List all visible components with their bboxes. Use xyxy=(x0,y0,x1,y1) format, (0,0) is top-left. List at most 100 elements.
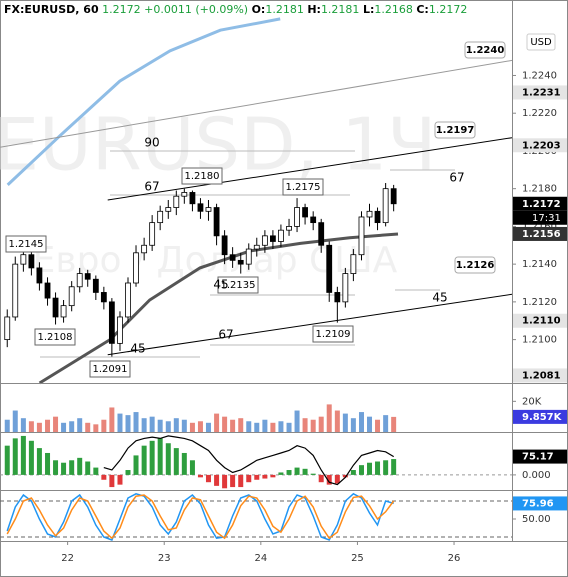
candle-body xyxy=(229,254,236,261)
volume-bar xyxy=(181,419,187,432)
y-tick-label: 1.2140 xyxy=(522,259,557,270)
callout-box xyxy=(464,41,506,59)
volume-bar xyxy=(254,422,260,432)
volume-bar xyxy=(93,424,99,432)
volume-bar xyxy=(45,419,51,432)
volume-bar xyxy=(133,412,139,432)
histogram-bar xyxy=(230,474,236,488)
histogram-bar xyxy=(310,473,316,475)
price-badge-label: 1.2110 xyxy=(522,316,561,327)
price-badge xyxy=(513,368,567,383)
volume-bar xyxy=(69,421,75,432)
trend-line xyxy=(107,293,513,356)
callout-box xyxy=(434,121,476,139)
candle-body xyxy=(205,207,212,212)
histogram-bar xyxy=(342,474,348,478)
histogram-bar xyxy=(149,440,155,475)
histogram-bar xyxy=(117,474,123,485)
candle-body xyxy=(92,278,99,293)
candle-body xyxy=(173,195,180,208)
histogram-bar xyxy=(69,460,75,475)
y-tick-label: 50.00 xyxy=(522,514,551,525)
candle-body xyxy=(334,292,341,303)
histogram-bar xyxy=(238,474,244,488)
volume-bar xyxy=(189,422,195,432)
o-value: 1.2181 xyxy=(265,3,304,16)
price-badge-label: 1.2203 xyxy=(522,140,561,151)
volume-bar xyxy=(383,415,389,432)
y-tick-label: 20K xyxy=(522,396,542,407)
histogram-bar xyxy=(173,448,179,475)
candle-body xyxy=(165,207,172,212)
histogram-bar xyxy=(367,462,373,475)
candle-body xyxy=(44,282,51,299)
histogram-bar xyxy=(125,470,131,475)
candle-body xyxy=(294,207,300,227)
histogram-bar xyxy=(61,462,67,475)
price-badge xyxy=(513,138,567,153)
histogram-bar xyxy=(334,474,340,484)
candle-body xyxy=(76,273,83,288)
candle-body xyxy=(60,305,67,318)
histogram-bar xyxy=(262,474,268,479)
histogram-bar xyxy=(141,445,147,475)
callout-label: 1.2109 xyxy=(316,329,351,340)
candle-body xyxy=(189,192,196,205)
histogram-bar xyxy=(28,440,34,475)
callout-box xyxy=(454,256,496,274)
candle-body xyxy=(197,203,204,212)
price-axis: 1.22401.22201.22001.21801.21601.21401.21… xyxy=(512,70,567,525)
level-label: 45 xyxy=(213,278,228,292)
plot-area: 1.2240 1.2197 1.2126 1.2180 1.2175 1.2145 1.21… xyxy=(0,17,513,541)
level-label: 67 xyxy=(449,171,464,185)
y-tick-label: 1.2120 xyxy=(522,297,557,308)
volume-bar xyxy=(334,410,340,432)
oscillator-line xyxy=(6,494,395,540)
y-tick-label: 1.2180 xyxy=(522,184,557,195)
histogram-bar xyxy=(45,452,51,475)
candle-body xyxy=(358,216,365,256)
price-badge-label: 1.2172 xyxy=(522,199,561,210)
y-tick-label: 1.2220 xyxy=(522,108,557,119)
currency-button[interactable] xyxy=(526,33,556,51)
volume-bar xyxy=(367,416,373,432)
change: +0.0011 (+0.09%) xyxy=(144,3,249,16)
countdown-label: 17:31 xyxy=(532,213,561,224)
candle-body xyxy=(100,292,107,303)
histogram-bar xyxy=(214,474,220,486)
candle-body xyxy=(366,210,373,218)
candle-body xyxy=(84,273,91,280)
price-badge xyxy=(513,85,567,100)
trend-line xyxy=(0,59,513,148)
candle-body xyxy=(318,222,325,246)
price-badge-label: 1.2081 xyxy=(522,370,561,381)
callout-label: 1.2091 xyxy=(93,364,128,375)
callout-label: 1.2180 xyxy=(185,171,220,182)
x-tick-label: 26 xyxy=(448,553,461,564)
o-label: O: xyxy=(251,3,266,16)
oscillator-line xyxy=(6,492,394,541)
x-tick-label: 23 xyxy=(158,553,171,564)
candle-body xyxy=(261,235,268,246)
histogram-bar xyxy=(12,438,18,475)
volume-bar xyxy=(61,422,67,432)
volume-bar xyxy=(246,421,252,432)
candle-body xyxy=(125,282,131,318)
candle-body xyxy=(237,259,244,265)
histogram-bar xyxy=(391,459,397,475)
callout-box xyxy=(5,235,47,253)
candle-body xyxy=(36,267,43,284)
histogram-bar xyxy=(101,474,107,480)
histogram-bar xyxy=(93,467,99,475)
callout-box xyxy=(34,328,76,346)
level-label: 67 xyxy=(218,328,233,342)
volume-bar xyxy=(20,418,26,432)
h-value: 1.2181 xyxy=(320,3,360,16)
candle-body xyxy=(390,188,397,205)
countdown-badge xyxy=(513,210,567,225)
volume-bar xyxy=(222,416,228,432)
volume-bar xyxy=(117,413,123,432)
price-badge xyxy=(513,449,567,464)
trend-line xyxy=(107,137,513,201)
volume-bar xyxy=(318,416,324,432)
